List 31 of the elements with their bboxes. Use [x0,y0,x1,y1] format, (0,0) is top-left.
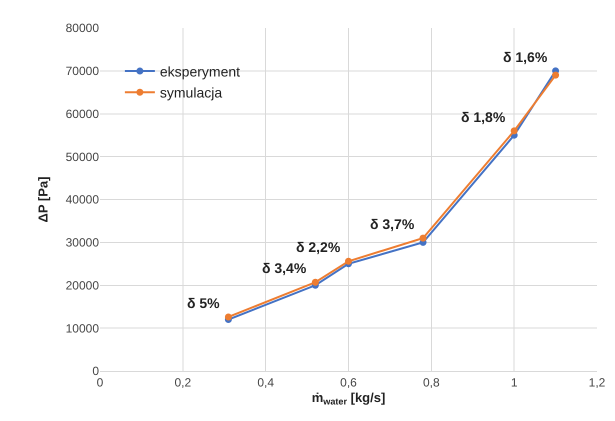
point [312,278,319,286]
annotation: δ 1,8% [461,109,506,125]
y-tick-label: 10000 [66,321,100,336]
point [345,258,352,265]
x-axis-title: ṁ$_{water}$ [kg/s] [312,390,386,407]
y-tick-label: 0 [92,364,100,378]
y-tick-label: 60000 [66,106,100,121]
y-tick-label: 40000 [66,192,100,207]
point [552,72,560,79]
x-tick-label: 1,2 [588,375,606,390]
y-tick-label: 20000 [66,278,100,292]
point [510,127,518,134]
point [224,313,232,320]
legend-label: eksperyment [160,64,240,80]
x-tick-label: 0,6 [340,375,358,390]
annotation: δ 3,4% [262,260,307,276]
y-axis-title: ΔP [Pa] [36,176,51,222]
legend-label: symulacja [160,84,222,101]
point [420,234,427,242]
x-tick-label: 0,2 [174,375,192,390]
y-tick-label: 80000 [66,21,100,36]
x-tick-label: 1 [510,375,518,390]
y-tick-label: 30000 [66,236,100,250]
annotation: δ 3,7% [370,216,415,232]
annotation: δ 1,6% [503,49,548,65]
annotation: δ 5% [187,295,220,311]
x-tick-label: 0,8 [422,375,440,390]
y-tick-label: 70000 [66,64,100,78]
annotation: δ 2,2% [296,239,341,255]
x-tick-label: 0,4 [257,375,274,390]
y-tick-label: 50000 [66,150,100,164]
